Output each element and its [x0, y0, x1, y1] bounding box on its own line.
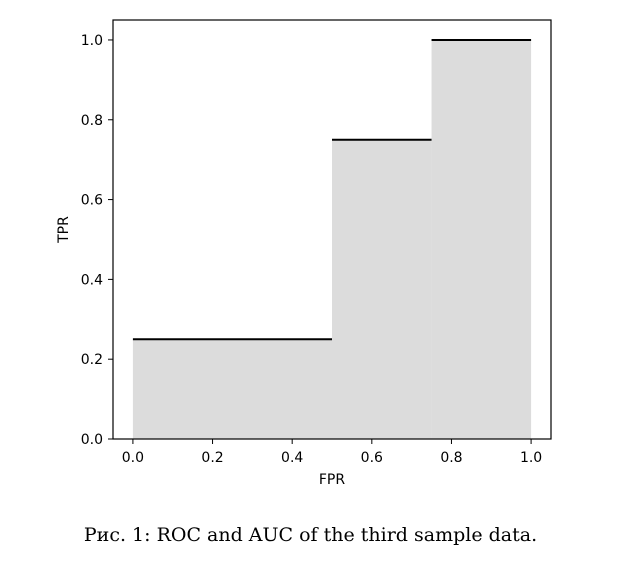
roc-lines-layer	[132, 38, 532, 341]
x-tick-label-2: 0.4	[281, 450, 303, 466]
y-axis-label: TPR	[56, 216, 72, 244]
y-tick-label-2: 0.4	[81, 272, 103, 288]
auc-fill-layer	[132, 39, 532, 439]
x-tick-label-3: 0.6	[361, 450, 383, 466]
figure-caption: Рис. 1: ROC and AUC of the third sample …	[83, 524, 538, 546]
x-tick-label-4: 0.8	[440, 450, 462, 466]
x-tick-label-1: 0.2	[201, 450, 223, 466]
y-tick-label-4: 0.8	[81, 113, 103, 129]
y-tick-label-5: 1.0	[81, 33, 103, 49]
auc-fill-segment-0	[132, 339, 332, 439]
roc-chart: 0.0 0.2 0.4 0.6 0.8 1.0 0.0 0.2 0.4 0.6 0.8 1.0 FP…	[56, 19, 552, 488]
auc-fill-segment-1	[332, 139, 432, 439]
y-tick-label-1: 0.2	[81, 352, 103, 368]
y-axis-ticks: 0.0 0.2 0.4 0.6 0.8 1.0	[81, 33, 113, 448]
x-axis-ticks: 0.0 0.2 0.4 0.6 0.8 1.0	[122, 439, 542, 466]
plot-frame	[112, 19, 552, 440]
x-axis-label: FPR	[319, 472, 345, 488]
x-tick-label-5: 1.0	[520, 450, 542, 466]
auc-fill-segment-2	[431, 39, 532, 439]
x-tick-label-0: 0.0	[122, 450, 144, 466]
y-tick-label-3: 0.6	[81, 193, 103, 209]
y-tick-label-0: 0.0	[81, 432, 103, 448]
